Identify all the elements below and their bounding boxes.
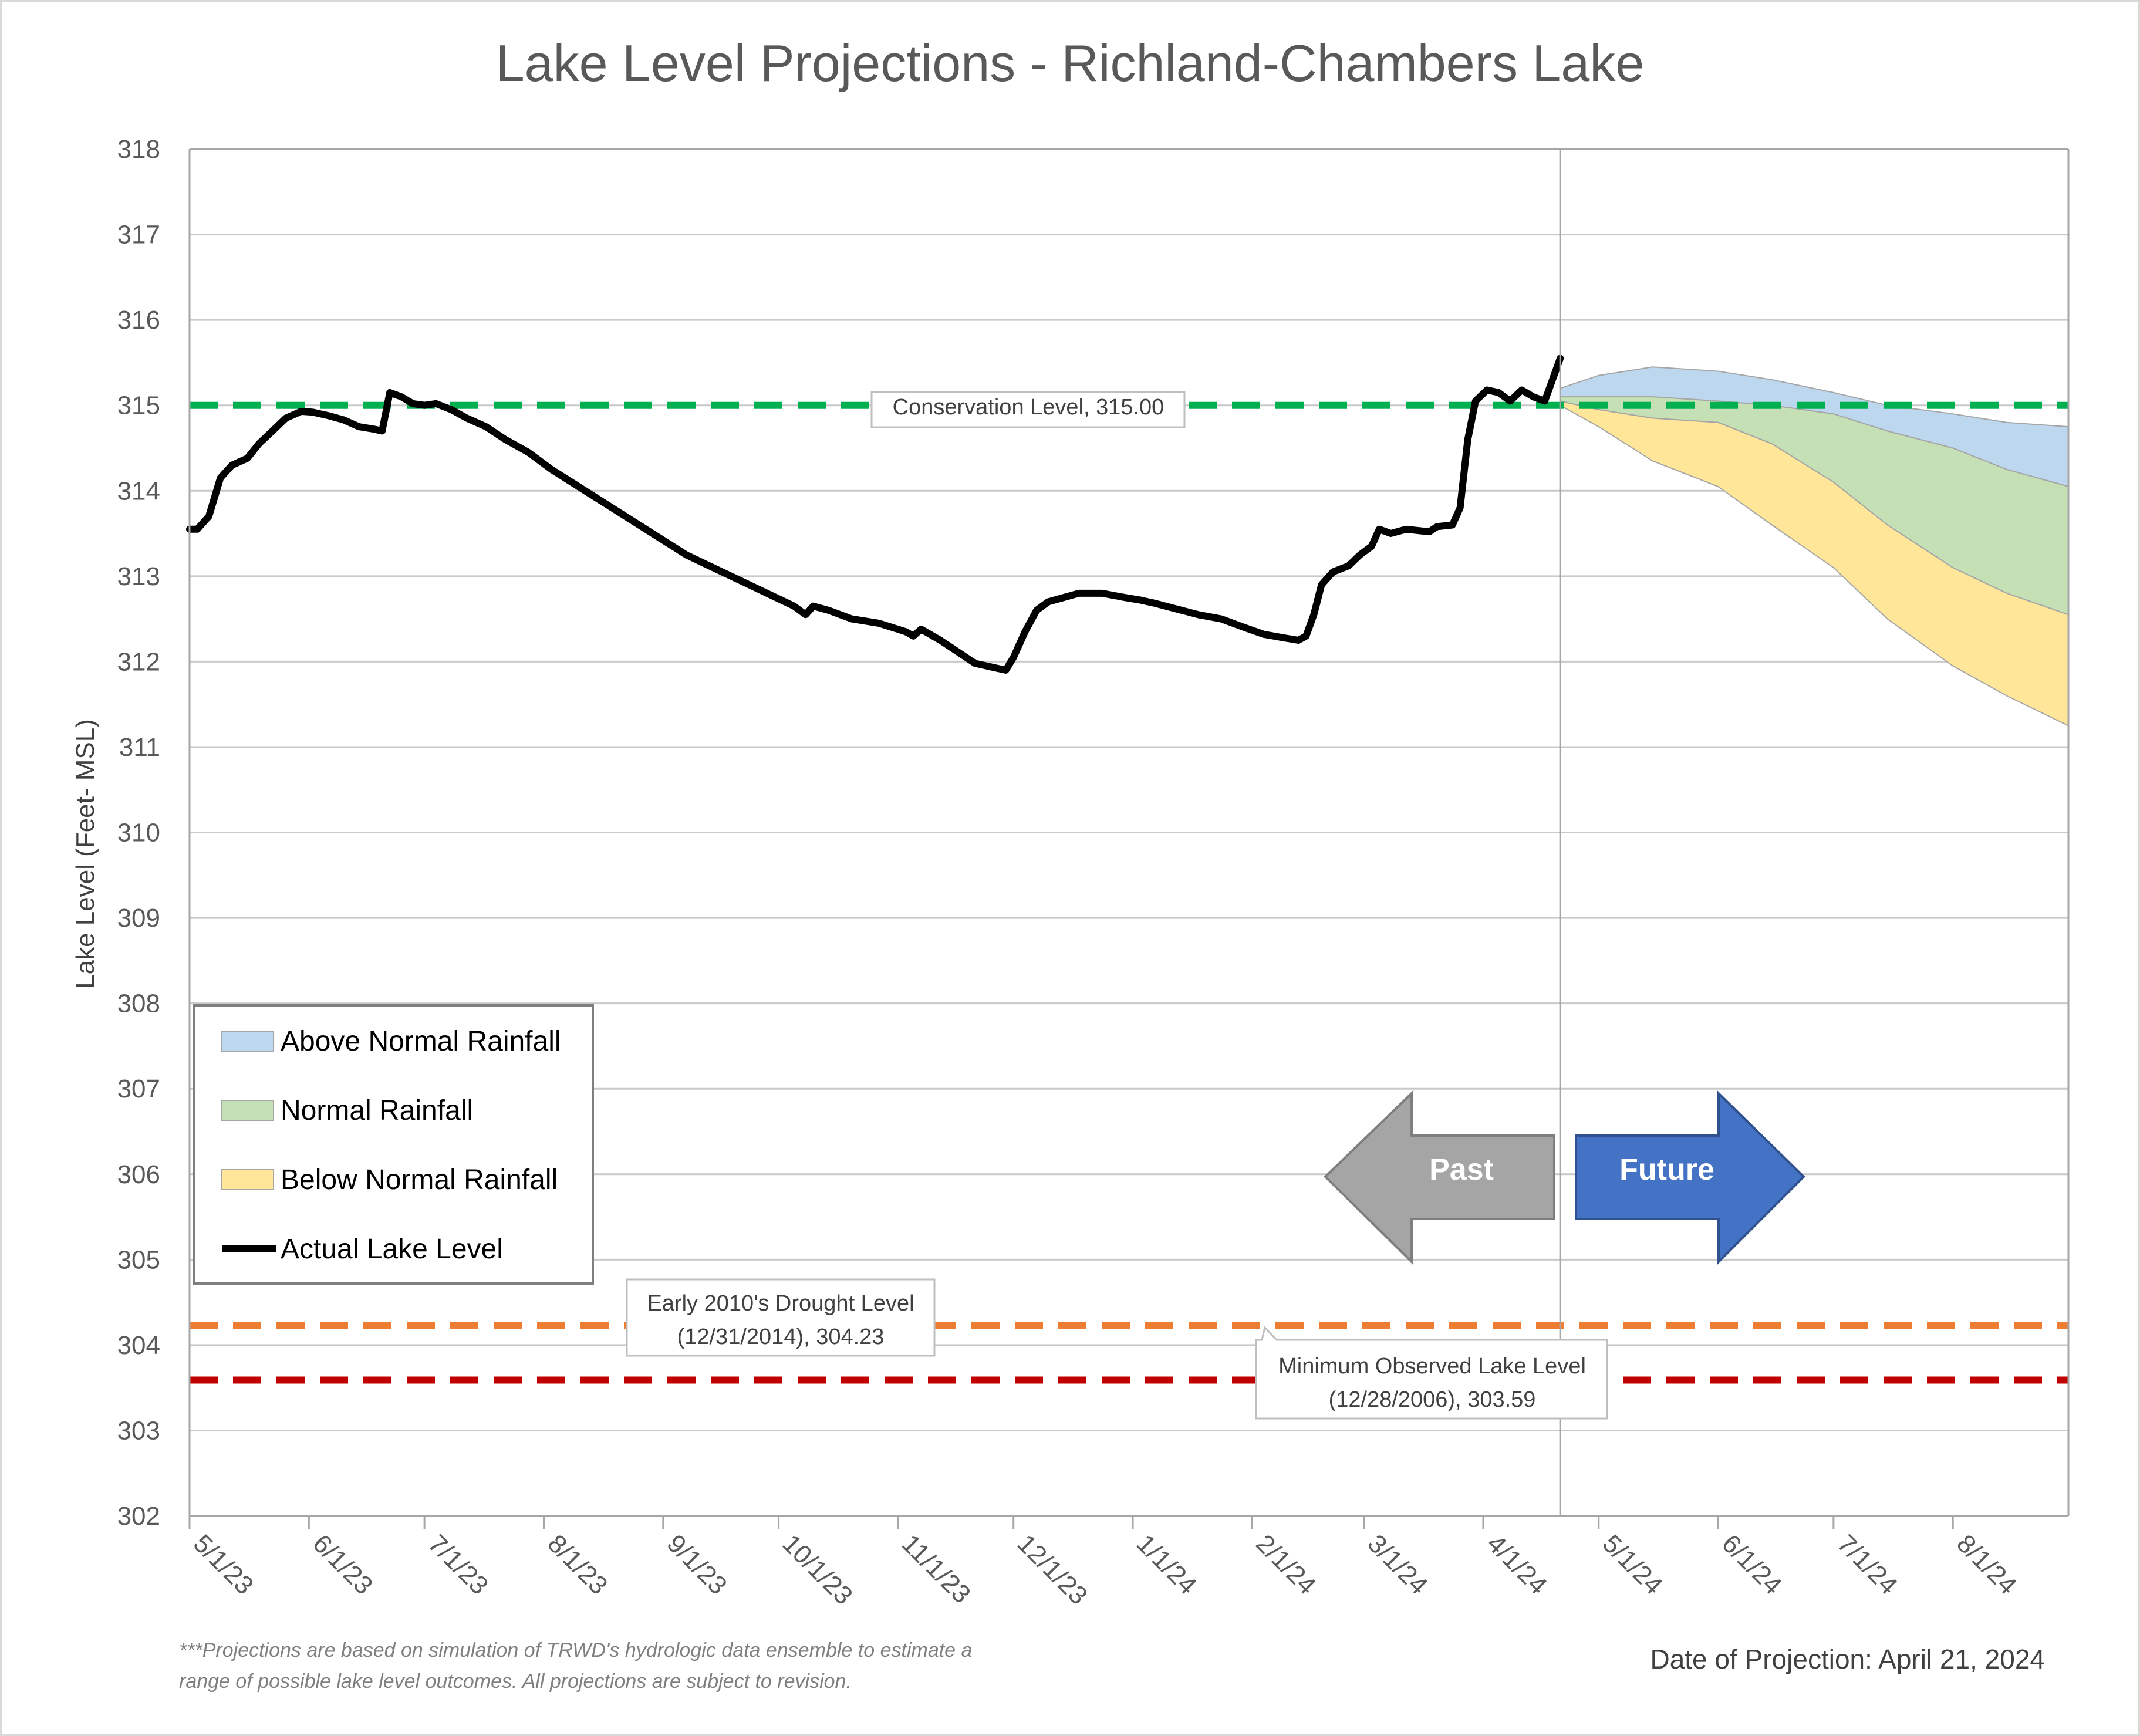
legend-swatch-below-normal: [221, 1169, 274, 1190]
y-tick-label: 302: [117, 1502, 160, 1531]
y-tick-label: 313: [117, 562, 160, 591]
y-tick-label: 315: [117, 391, 160, 420]
y-tick-label: 305: [117, 1245, 160, 1274]
y-tick-label: 310: [117, 819, 160, 847]
actual-lake-level-series: [186, 354, 1564, 674]
y-tick-labels: 302 303 304 305 306 307 308 309 310 311 312 313 314 3…: [117, 135, 160, 1531]
conservation-callout-label: Conservation Level, 315.00: [893, 395, 1164, 420]
footnote-line1: ***Projections are based on simulation o…: [179, 1639, 972, 1661]
y-tick-label: 307: [117, 1075, 160, 1103]
y-tick-label: 318: [117, 135, 160, 164]
future-arrow-shape: [1575, 1090, 1805, 1265]
projection-date: Date of Projection: April 21, 2024: [1650, 1644, 2045, 1674]
y-tick-label: 308: [117, 989, 160, 1018]
y-tick-label: 303: [117, 1416, 160, 1445]
future-arrow-label: Future: [1619, 1153, 1714, 1187]
minimum-callout-box: [1255, 1325, 1608, 1420]
past-arrow-shape: [1324, 1090, 1555, 1265]
legend: Above Normal Rainfall Normal Rainfall Be…: [193, 1004, 594, 1285]
conservation-callout: Conservation Level, 315.00: [870, 391, 1186, 428]
actual-lake-level-line: [186, 354, 1564, 674]
past-arrow: Past: [1324, 1090, 1555, 1265]
y-tick-label: 306: [117, 1160, 160, 1189]
drought-callout: Early 2010's Drought Level (12/31/2014),…: [626, 1278, 936, 1357]
chart-title: Lake Level Projections - Richland-Chambe…: [496, 34, 1645, 92]
legend-label-normal: Normal Rainfall: [281, 1095, 473, 1126]
y-tick-label: 314: [117, 477, 160, 505]
past-arrow-label: Past: [1429, 1153, 1494, 1187]
drought-callout-box: [626, 1278, 936, 1357]
legend-swatch-normal: [221, 1100, 274, 1121]
y-tick-label: 316: [117, 306, 160, 335]
drought-callout-line2: (12/31/2014), 304.23: [677, 1325, 885, 1349]
minimum-callout: Minimum Observed Lake Level (12/28/2006)…: [1255, 1325, 1608, 1420]
footnote-line2: range of possible lake level outcomes. A…: [179, 1670, 852, 1693]
legend-label-actual: Actual Lake Level: [281, 1234, 503, 1265]
minimum-callout-line2: (12/28/2006), 303.59: [1329, 1387, 1536, 1412]
legend-swatch-above-normal: [221, 1031, 274, 1052]
y-tick-label: 317: [117, 221, 160, 249]
minimum-callout-line1: Minimum Observed Lake Level: [1278, 1354, 1586, 1379]
future-arrow: Future: [1575, 1090, 1805, 1265]
legend-label-below-normal: Below Normal Rainfall: [281, 1164, 558, 1195]
conservation-callout-box: [870, 391, 1186, 428]
y-tick-label: 311: [119, 733, 160, 762]
y-tick-label: 304: [117, 1331, 160, 1360]
y-tick-label: 312: [117, 647, 160, 676]
axes: [188, 148, 2070, 1529]
y-tick-label: 309: [117, 904, 160, 933]
y-axis-label: Lake Level (Feet- MSL): [71, 719, 100, 989]
legend-label-above-normal: Above Normal Rainfall: [281, 1026, 561, 1057]
drought-callout-line1: Early 2010's Drought Level: [647, 1291, 914, 1316]
